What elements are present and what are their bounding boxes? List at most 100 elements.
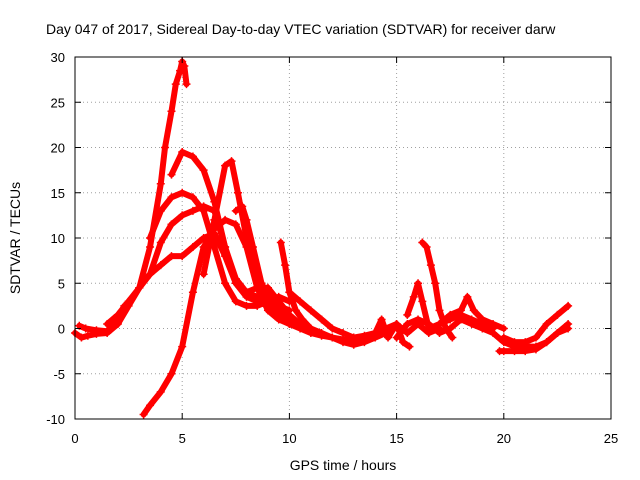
data-point-marker bbox=[446, 310, 455, 319]
data-point-marker bbox=[146, 243, 155, 252]
data-point-marker bbox=[446, 324, 455, 333]
data-point-marker bbox=[478, 324, 487, 333]
data-point-marker bbox=[306, 324, 315, 333]
data-point-marker bbox=[210, 215, 219, 224]
series-line bbox=[277, 239, 443, 348]
data-point-marker bbox=[167, 193, 176, 202]
data-point-marker bbox=[349, 340, 358, 349]
data-point-marker bbox=[409, 292, 418, 301]
data-point-marker bbox=[199, 206, 208, 215]
data-point-marker bbox=[120, 301, 129, 310]
data-point-marker bbox=[233, 188, 242, 197]
axis-ticks: 0 5 10 15 20 25 -10 -5 0 5 10 15 20 25 30 bbox=[46, 50, 618, 446]
data-point-marker bbox=[317, 315, 326, 324]
data-point-marker bbox=[405, 342, 414, 351]
y-tick-label: 15 bbox=[51, 186, 65, 201]
data-point-marker bbox=[339, 338, 347, 347]
data-point-marker bbox=[81, 324, 90, 333]
data-point-marker bbox=[403, 310, 412, 319]
data-point-marker bbox=[274, 301, 283, 310]
data-point-marker bbox=[360, 331, 369, 340]
data-point-marker bbox=[489, 319, 498, 328]
data-point-marker bbox=[285, 288, 294, 297]
y-tick-label: 30 bbox=[51, 50, 65, 65]
data-point-marker bbox=[296, 324, 305, 333]
data-point-marker bbox=[499, 333, 508, 342]
data-point-marker bbox=[456, 315, 465, 324]
data-point-marker bbox=[403, 319, 412, 328]
y-tick-label: -10 bbox=[46, 412, 65, 427]
y-tick-label: 20 bbox=[51, 141, 65, 156]
data-point-marker bbox=[263, 306, 272, 315]
data-point-marker bbox=[178, 342, 187, 351]
data-point-marker bbox=[499, 347, 508, 356]
data-point-marker bbox=[113, 315, 122, 324]
data-point-marker bbox=[328, 333, 337, 342]
data-point-marker bbox=[238, 202, 247, 211]
data-point-marker bbox=[146, 270, 155, 279]
data-point-marker bbox=[435, 329, 444, 338]
data-point-marker bbox=[231, 220, 240, 229]
data-point-marker bbox=[167, 170, 176, 179]
data-point-marker bbox=[542, 338, 551, 347]
grid bbox=[75, 57, 611, 419]
data-point-marker bbox=[542, 319, 551, 328]
data-point-marker bbox=[221, 279, 230, 288]
data-point-marker bbox=[414, 279, 423, 288]
data-point-marker bbox=[77, 333, 86, 342]
data-point-marker bbox=[448, 333, 457, 342]
series-line bbox=[232, 203, 400, 346]
data-point-marker bbox=[276, 238, 285, 247]
data-point-marker bbox=[435, 319, 444, 328]
data-point-marker bbox=[231, 297, 240, 306]
x-tick-label: 5 bbox=[179, 431, 186, 446]
x-axis-label: GPS time / hours bbox=[290, 457, 397, 473]
data-point-marker bbox=[92, 326, 101, 335]
data-point-marker bbox=[553, 329, 562, 338]
data-point-marker bbox=[392, 333, 401, 342]
data-point-marker bbox=[103, 327, 112, 336]
data-point-marker bbox=[499, 324, 508, 333]
data-point-marker bbox=[248, 243, 257, 252]
data-point-marker bbox=[371, 329, 380, 338]
data-point-marker bbox=[392, 319, 401, 328]
data-point-marker bbox=[135, 283, 144, 292]
y-tick-label: -5 bbox=[53, 367, 65, 382]
data-point-marker bbox=[489, 329, 498, 338]
data-point-marker bbox=[221, 243, 230, 252]
data-point-marker bbox=[161, 143, 170, 152]
series-line bbox=[136, 58, 190, 291]
chart-title: Day 047 of 2017, Sidereal Day-to-day VTE… bbox=[46, 21, 556, 37]
data-point-marker bbox=[377, 315, 386, 324]
data-point-marker bbox=[384, 333, 393, 342]
data-point-marker bbox=[456, 306, 465, 315]
data-point-marker bbox=[156, 261, 165, 270]
data-point-marker bbox=[418, 238, 427, 247]
data-point-marker bbox=[478, 315, 487, 324]
data-point-marker bbox=[424, 319, 433, 328]
data-point-marker bbox=[317, 329, 326, 338]
data-point-marker bbox=[253, 301, 262, 310]
data-point-marker bbox=[178, 188, 187, 197]
data-point-marker bbox=[510, 338, 519, 347]
data-point-marker bbox=[83, 331, 92, 340]
data-point-marker bbox=[146, 401, 155, 410]
data-point-marker bbox=[167, 107, 176, 116]
data-point-marker bbox=[339, 329, 347, 338]
series-trace-q bbox=[75, 301, 129, 336]
data-point-marker bbox=[156, 238, 165, 247]
data-point-marker bbox=[553, 310, 562, 319]
data-point-marker bbox=[531, 345, 540, 354]
data-point-marker bbox=[156, 179, 165, 188]
data-point-marker bbox=[124, 297, 133, 306]
data-point-marker bbox=[242, 215, 251, 224]
data-point-marker bbox=[171, 80, 180, 89]
x-tick-label: 15 bbox=[389, 431, 403, 446]
data-point-marker bbox=[467, 319, 476, 328]
data-point-marker bbox=[188, 288, 197, 297]
data-point-marker bbox=[521, 338, 530, 347]
data-point-marker bbox=[281, 261, 290, 270]
data-point-marker bbox=[274, 292, 283, 301]
series-trace-j bbox=[285, 288, 414, 351]
series-trace-d bbox=[135, 57, 191, 292]
